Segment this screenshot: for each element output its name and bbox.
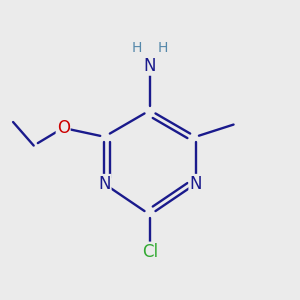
Text: N: N bbox=[189, 175, 202, 193]
Text: H: H bbox=[158, 41, 168, 56]
Text: N: N bbox=[144, 57, 156, 75]
Text: Cl: Cl bbox=[142, 243, 158, 261]
Text: O: O bbox=[57, 119, 70, 137]
Text: N: N bbox=[98, 175, 111, 193]
Text: H: H bbox=[132, 41, 142, 56]
